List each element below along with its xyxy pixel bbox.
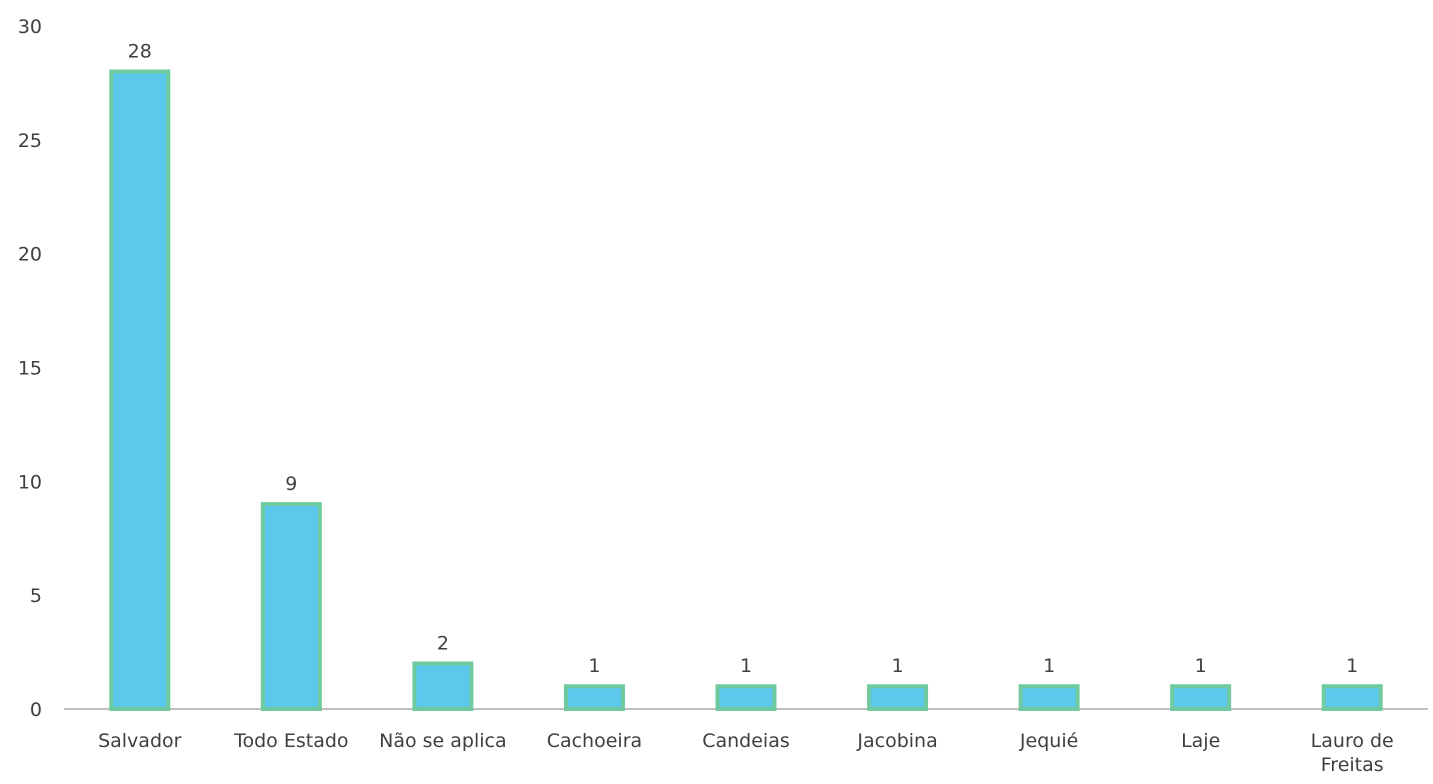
data-label: 1 <box>740 655 752 677</box>
bar-salvador <box>109 69 171 712</box>
y-tick-label: 0 <box>30 699 42 721</box>
y-axis-ticks: 0 5 10 15 20 25 30 <box>18 16 42 721</box>
y-tick-label: 30 <box>18 16 42 38</box>
x-tick-label: Não se aplica <box>379 730 507 752</box>
data-label: 9 <box>285 473 297 495</box>
bar-cachoeira <box>563 684 625 712</box>
x-tick-label: Candeias <box>702 730 790 752</box>
bar-todo-estado <box>260 502 322 711</box>
x-tick-label: Jequié <box>1019 730 1078 752</box>
bars-group <box>109 69 1383 712</box>
y-tick-label: 25 <box>18 130 42 152</box>
bar-laje <box>1170 684 1232 712</box>
x-tick-label: Laje <box>1181 730 1220 752</box>
bar-jacobina <box>867 684 929 712</box>
y-tick-label: 20 <box>18 244 42 266</box>
x-tick-label: Lauro de Freitas <box>1311 730 1394 776</box>
data-labels-group: 28 9 2 1 1 1 1 1 1 <box>128 41 1359 678</box>
bar-jequi- <box>1018 684 1080 712</box>
data-label: 1 <box>1346 655 1358 677</box>
bar-n-o-se-aplica <box>412 661 474 712</box>
y-tick-label: 15 <box>18 358 42 380</box>
data-label: 1 <box>1195 655 1207 677</box>
data-label: 2 <box>437 632 449 654</box>
data-label: 1 <box>588 655 600 677</box>
x-tick-label: Salvador <box>98 730 182 752</box>
data-label: 1 <box>892 655 904 677</box>
x-tick-label: Cachoeira <box>547 730 642 752</box>
x-tick-label: Todo Estado <box>233 730 348 752</box>
bar-lauro-de-freitas <box>1321 684 1383 712</box>
bar-candeias <box>715 684 777 712</box>
y-tick-label: 5 <box>30 585 42 607</box>
y-tick-label: 10 <box>18 471 42 493</box>
data-label: 1 <box>1043 655 1055 677</box>
data-label: 28 <box>128 41 152 63</box>
x-axis-labels: Salvador Todo Estado Não se aplica Cachoeir… <box>98 730 1394 776</box>
x-tick-label: Jacobina <box>856 730 937 752</box>
